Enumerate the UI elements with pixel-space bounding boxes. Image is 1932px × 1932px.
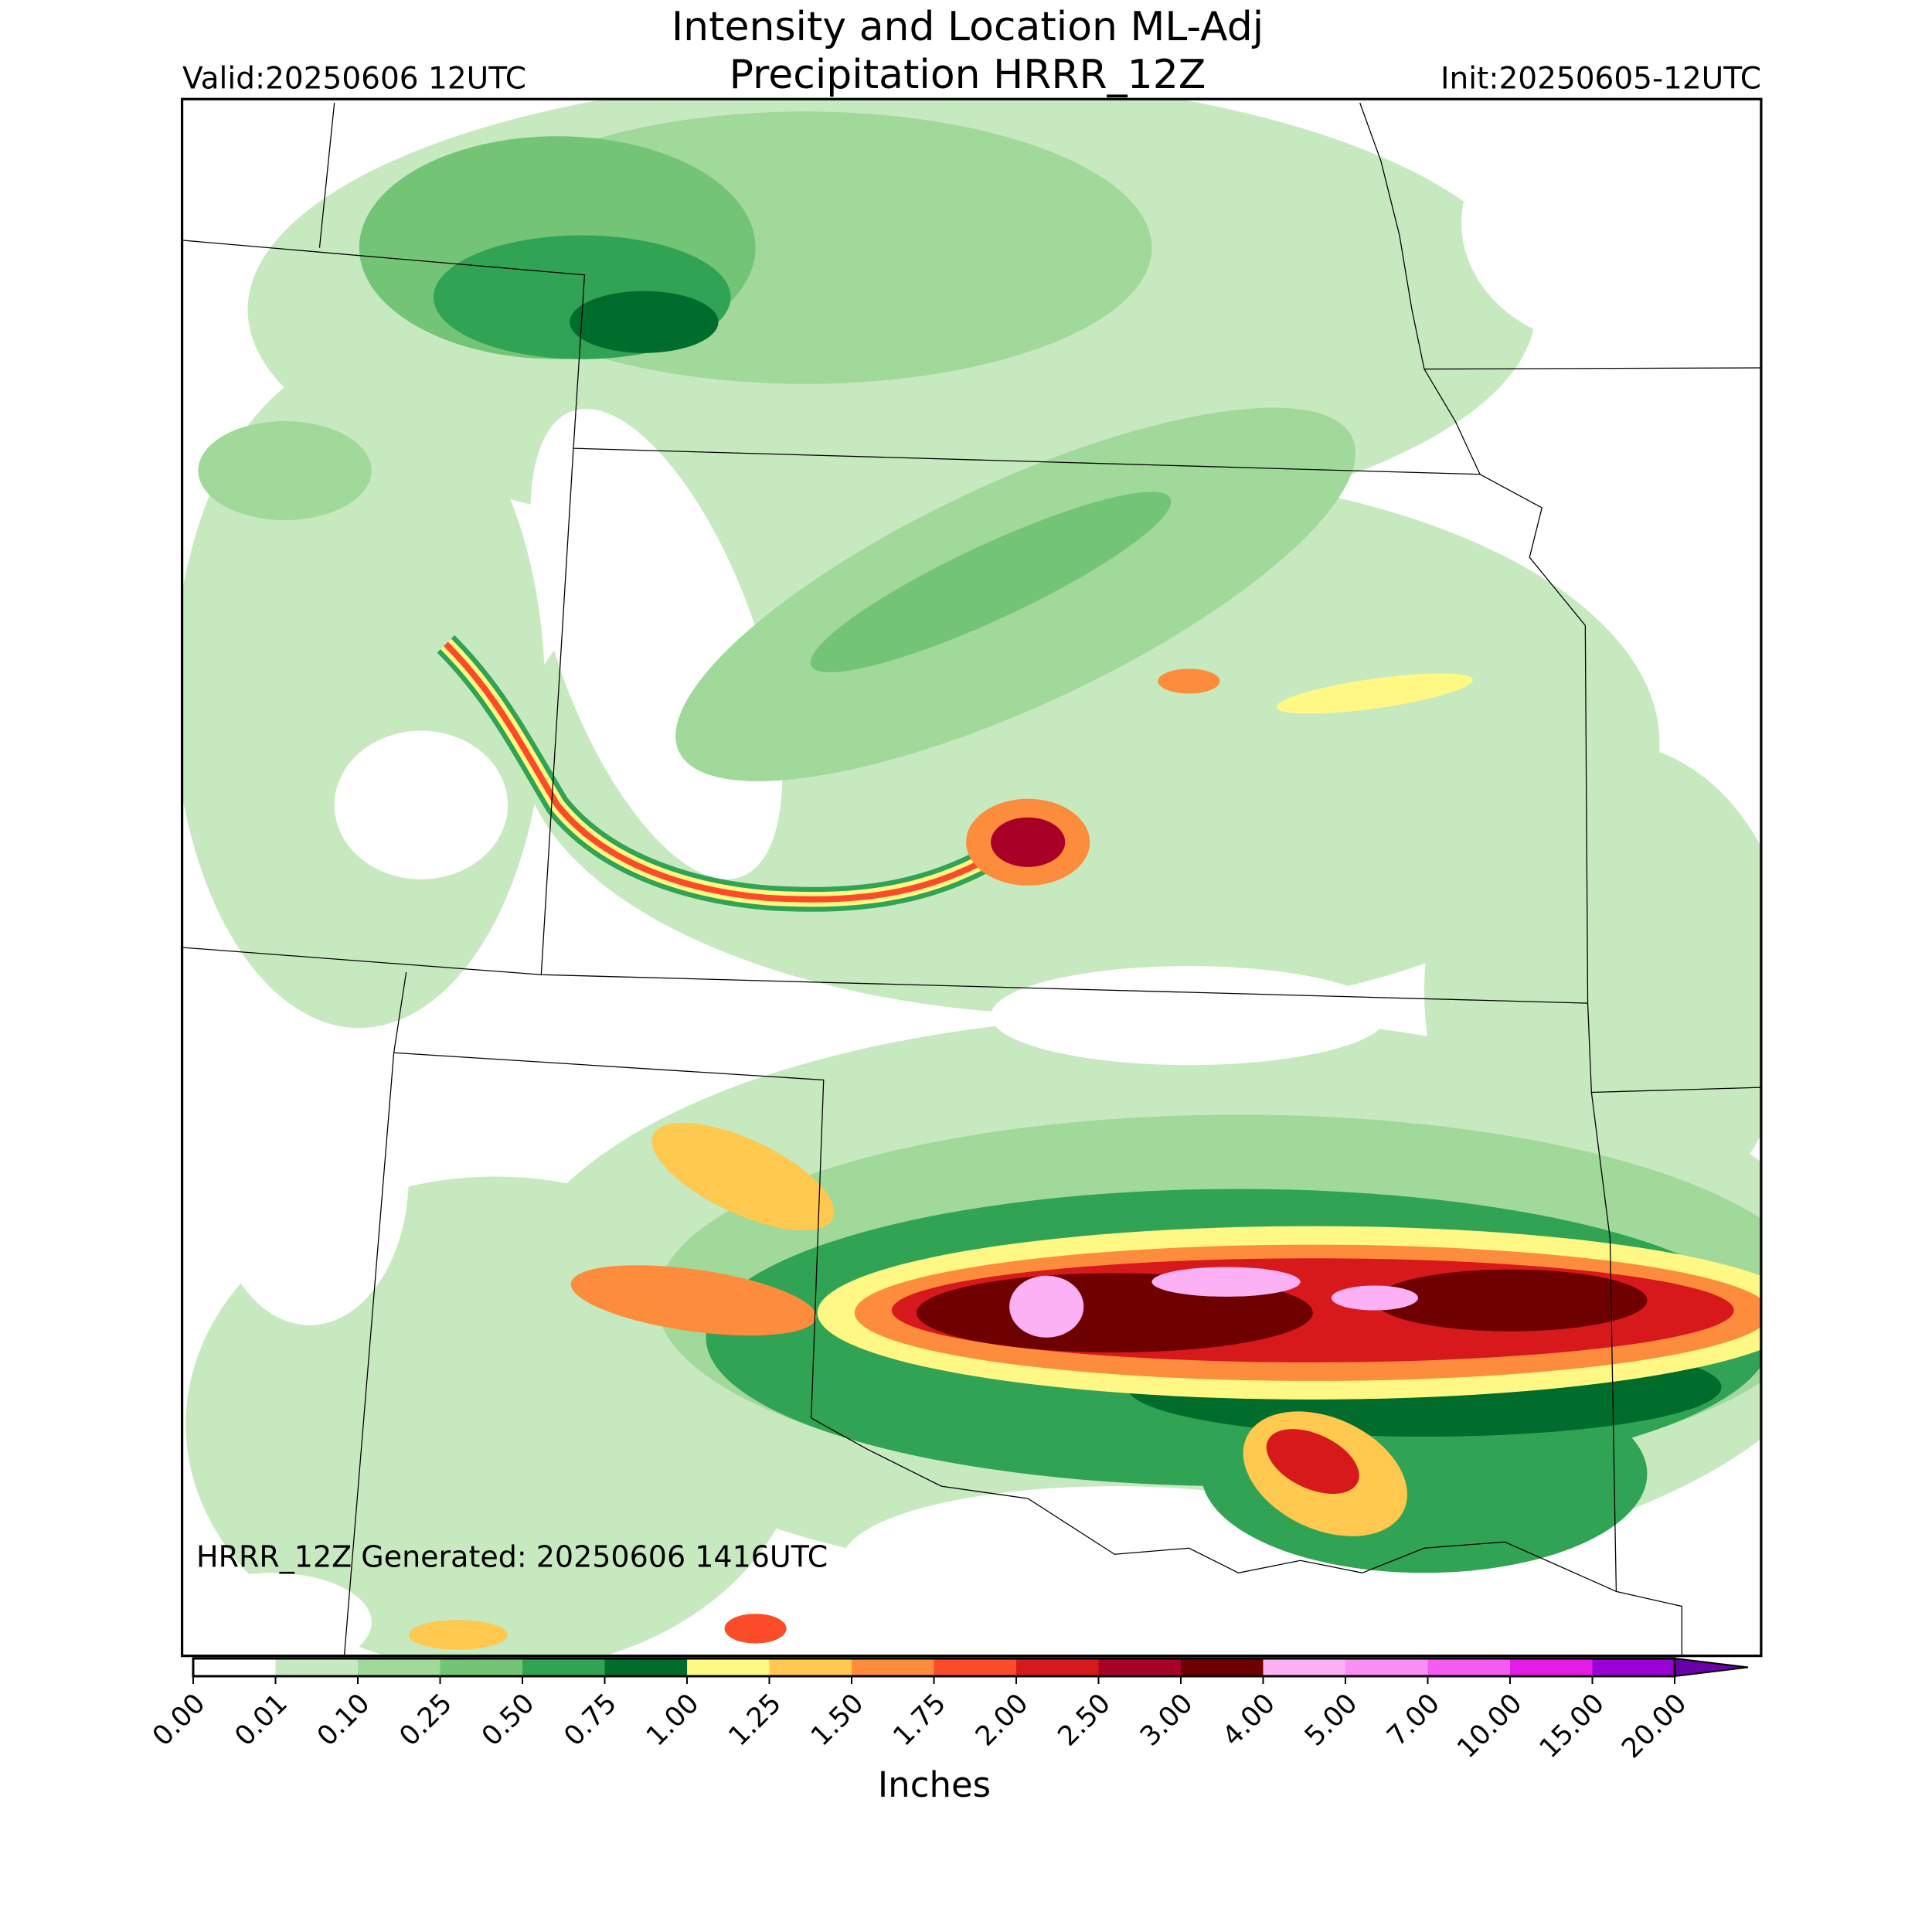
colorbar-box xyxy=(1592,1658,1675,1676)
colorbar-tick-label: 0.10 xyxy=(311,1688,376,1752)
colorbar-box xyxy=(440,1658,523,1676)
colorbar-box xyxy=(1263,1658,1346,1676)
colorbar-tick-label: 1.25 xyxy=(723,1688,787,1752)
colorbar-tick-label: 2.50 xyxy=(1053,1688,1117,1752)
colorbar-extension xyxy=(1674,1657,1749,1678)
colorbar-box xyxy=(604,1658,688,1676)
colorbar-box xyxy=(1181,1658,1264,1676)
colorbar-tick-label: 1.50 xyxy=(805,1688,869,1752)
map-frame xyxy=(180,97,1763,1658)
colorbar-tick-label: 1.00 xyxy=(641,1688,705,1752)
colorbar-box xyxy=(769,1658,852,1676)
colorbar-tick-label: 10.00 xyxy=(1451,1688,1528,1764)
colorbar-tick-label: 0.01 xyxy=(230,1688,294,1752)
colorbar-tick-label: 2.00 xyxy=(970,1688,1034,1752)
colorbar-tick-label: 0.25 xyxy=(394,1688,458,1752)
colorbar-box xyxy=(275,1658,359,1676)
colorbar-tick-label: 20.00 xyxy=(1616,1688,1692,1764)
colorbar-box xyxy=(1510,1658,1593,1676)
colorbar-box xyxy=(1016,1658,1099,1676)
map xyxy=(180,97,1763,1658)
title-line-1: Intensity and Location ML-Adj xyxy=(672,4,1264,50)
colorbar-label: Inches xyxy=(878,1764,991,1805)
colorbar: 0.00 0.01 0.10 0.25 0.50 0.75 1.00 1.25 1.50 1.75… xyxy=(147,1657,1749,1764)
generated-note: HRRR_12Z Generated: 20250606 1416UTC xyxy=(196,1540,828,1574)
colorbar-tick-label: 4.00 xyxy=(1217,1688,1281,1752)
title-line-2: Precipitation HRRR_12Z xyxy=(730,52,1206,98)
colorbar-tick-label: 7.00 xyxy=(1382,1688,1446,1752)
colorbar-tick-label: 0.75 xyxy=(559,1688,623,1752)
colorbar-box xyxy=(1427,1658,1511,1676)
init-time: Init:20250605-12UTC xyxy=(1440,62,1761,97)
colorbar-box xyxy=(934,1658,1017,1676)
colorbar-box xyxy=(193,1658,276,1676)
colorbar-box xyxy=(1345,1658,1428,1676)
precip-field xyxy=(182,99,1761,1656)
colorbar-tick-label: 0.50 xyxy=(476,1688,540,1752)
colorbar-tick-label: 5.00 xyxy=(1299,1688,1363,1752)
colorbar-box xyxy=(358,1658,440,1676)
colorbar-tick-label: 1.75 xyxy=(888,1688,952,1752)
state-boundaries xyxy=(182,102,1761,1656)
colorbar-tick-label: 0.00 xyxy=(147,1688,211,1752)
colorbar-box xyxy=(522,1658,605,1676)
colorbar-tick-label: 15.00 xyxy=(1534,1688,1611,1764)
colorbar-box xyxy=(852,1658,934,1676)
colorbar-box xyxy=(687,1658,770,1676)
valid-time: Valid:20250606 12UTC xyxy=(182,62,526,97)
colorbar-tick-label: 3.00 xyxy=(1134,1688,1199,1752)
colorbar-box xyxy=(1098,1658,1182,1676)
